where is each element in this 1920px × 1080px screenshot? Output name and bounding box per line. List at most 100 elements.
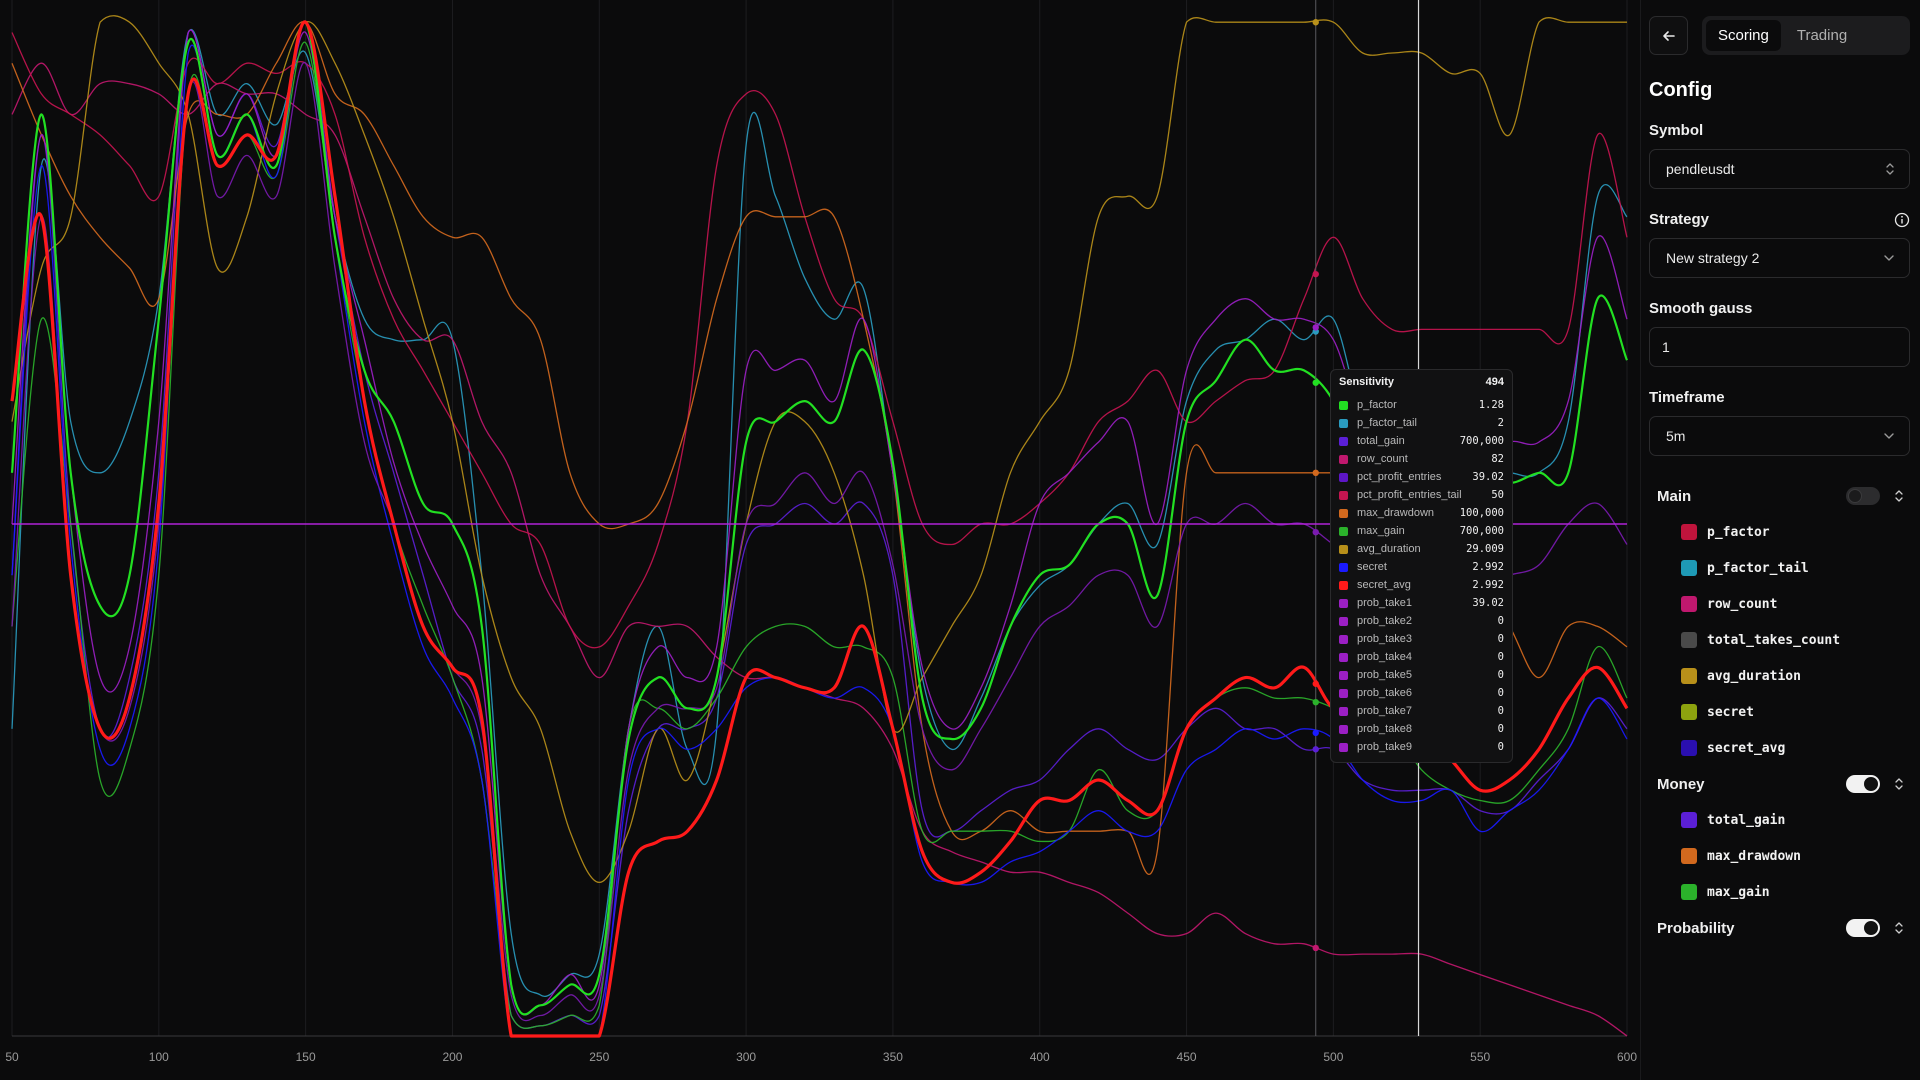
crosshair-point-secret: [1312, 729, 1319, 737]
metric-item[interactable]: secret: [1649, 694, 1910, 730]
tooltip-series-value: 39.02: [1472, 597, 1504, 609]
tooltip-series-name: p_factor: [1357, 399, 1397, 411]
tooltip-series-value: 0: [1497, 723, 1504, 735]
tooltip-swatch: [1339, 706, 1348, 716]
smooth-gauss-label: Smooth gauss: [1649, 300, 1910, 317]
crosshair-point-secret-avg: [1312, 680, 1319, 687]
metric-item[interactable]: max_gain: [1649, 874, 1910, 910]
crosshair-point-avg-duration: [1312, 19, 1319, 26]
series-line-secret: [11, 21, 1628, 1037]
tooltip-swatch: [1339, 616, 1348, 626]
tooltip-row: prob_take5 0: [1339, 666, 1504, 684]
smooth-gauss-input[interactable]: 1: [1649, 327, 1910, 367]
metric-item[interactable]: p_factor: [1649, 514, 1910, 550]
tooltip-swatch: [1339, 580, 1348, 590]
metric-item[interactable]: secret_avg: [1649, 730, 1910, 766]
metric-item[interactable]: p_factor_tail: [1649, 550, 1910, 586]
metric-item[interactable]: total_gain: [1649, 802, 1910, 838]
crosshair-point-max-gain: [1312, 698, 1319, 706]
tooltip-row: pct_profit_entries 39.02: [1339, 468, 1504, 486]
metric-color-swatch: [1681, 848, 1697, 864]
tooltip-series-value: 29.009: [1466, 543, 1504, 555]
metric-item[interactable]: row_count: [1649, 586, 1910, 622]
chevron-up-down-icon[interactable]: [1894, 777, 1904, 791]
metric-item[interactable]: max_drawdown: [1649, 838, 1910, 874]
series-line-secret-avg: [10, 20, 1629, 1038]
crosshair-point-prob-take2: [1312, 528, 1319, 536]
tooltip-series-value: 2: [1497, 417, 1504, 429]
tooltip-series-name: total_gain: [1357, 435, 1405, 447]
series-line-prob-take1: [11, 29, 1628, 1016]
metric-item[interactable]: total_takes_count: [1649, 622, 1910, 658]
x-tick-label: 500: [1323, 1050, 1343, 1064]
tooltip-swatch: [1339, 634, 1348, 644]
metric-name: p_factor: [1707, 524, 1770, 540]
timeframe-select[interactable]: 5m: [1649, 416, 1910, 456]
group-controls: [1846, 487, 1904, 505]
symbol-label-text: Symbol: [1649, 122, 1704, 139]
info-icon[interactable]: [1894, 212, 1910, 228]
tooltip-series-value: 700,000: [1459, 435, 1504, 447]
tooltip-series-value: 100,000: [1459, 507, 1504, 519]
tooltip-row: prob_take9 0: [1339, 738, 1504, 756]
metric-name: secret: [1707, 704, 1754, 720]
strategy-select[interactable]: New strategy 2: [1649, 238, 1910, 278]
tooltip-row: p_factor_tail 2: [1339, 414, 1504, 432]
group-toggle[interactable]: [1846, 775, 1880, 793]
group-header-money: Money: [1649, 766, 1910, 802]
tooltip-series-value: 0: [1497, 615, 1504, 627]
x-tick-label: 550: [1470, 1050, 1490, 1064]
tooltip-series-name: prob_take7: [1357, 705, 1413, 717]
group-header-probability: Probability: [1649, 910, 1910, 946]
crosshair-point-total-gain: [1312, 746, 1319, 753]
toggle-knob: [1864, 921, 1878, 935]
tooltip-series-value: 0: [1497, 705, 1504, 717]
tooltip-series-name: avg_duration: [1357, 543, 1421, 555]
tooltip-series-name: prob_take1: [1357, 597, 1413, 609]
metric-name: p_factor_tail: [1707, 560, 1809, 576]
chevron-up-down-icon[interactable]: [1894, 489, 1904, 503]
back-button[interactable]: [1649, 16, 1688, 55]
tooltip-series-name: max_drawdown: [1357, 507, 1435, 519]
metric-name: total_takes_count: [1707, 632, 1841, 648]
tab-trading[interactable]: Trading: [1796, 27, 1848, 44]
tooltip-row: avg_duration 29.009: [1339, 540, 1504, 558]
group-toggle[interactable]: [1846, 487, 1880, 505]
symbol-value: pendleusdt: [1666, 161, 1735, 177]
group-name: Money: [1657, 775, 1705, 793]
tab-scoring[interactable]: Scoring: [1706, 20, 1781, 51]
smooth-gauss-value: 1: [1662, 339, 1670, 355]
tooltip-swatch: [1339, 490, 1348, 500]
toggle-knob: [1864, 777, 1878, 791]
metric-name: avg_duration: [1707, 668, 1801, 684]
x-tick-label: 200: [442, 1050, 462, 1064]
tooltip-swatch: [1339, 598, 1348, 608]
metric-item[interactable]: avg_duration: [1649, 658, 1910, 694]
tooltip-series-value: 700,000: [1459, 525, 1504, 537]
strategy-label-text: Strategy: [1649, 211, 1710, 228]
tooltip-row: prob_take7 0: [1339, 702, 1504, 720]
x-tick-label: 400: [1030, 1050, 1050, 1064]
symbol-select[interactable]: pendleusdt: [1649, 149, 1910, 189]
sensitivity-chart[interactable]: 50 100 150 200 250 300 350 400 450 500 550 600 Sens…: [0, 0, 1640, 1080]
x-tick-label: 350: [883, 1050, 903, 1064]
tooltip-row: secret 2.992: [1339, 558, 1504, 576]
timeframe-label-text: Timeframe: [1649, 389, 1725, 406]
group-toggle[interactable]: [1846, 919, 1880, 937]
tooltip-row: secret_avg 2.992: [1339, 576, 1504, 594]
chevron-down-icon: [1884, 433, 1894, 439]
crosshair-point-pct-profit-entries-tail: [1312, 270, 1319, 278]
x-tick-label: 150: [296, 1050, 316, 1064]
chevron-up-down-icon[interactable]: [1894, 921, 1904, 935]
tooltip-row: max_gain 700,000: [1339, 522, 1504, 540]
tooltip-series-name: prob_take9: [1357, 741, 1413, 753]
tooltip-series-value: 50: [1491, 489, 1504, 501]
metric-groups: Main p_factor p_factor_tail row_count total_…: [1649, 478, 1910, 946]
tooltip-series-name: secret_avg: [1357, 579, 1411, 591]
group-name: Probability: [1657, 919, 1735, 937]
metric-name: total_gain: [1707, 812, 1786, 828]
timeframe-label: Timeframe: [1649, 389, 1910, 406]
metric-color-swatch: [1681, 560, 1697, 576]
tooltip-swatch: [1339, 742, 1348, 752]
crosshair-point-prob-take1: [1312, 324, 1319, 331]
